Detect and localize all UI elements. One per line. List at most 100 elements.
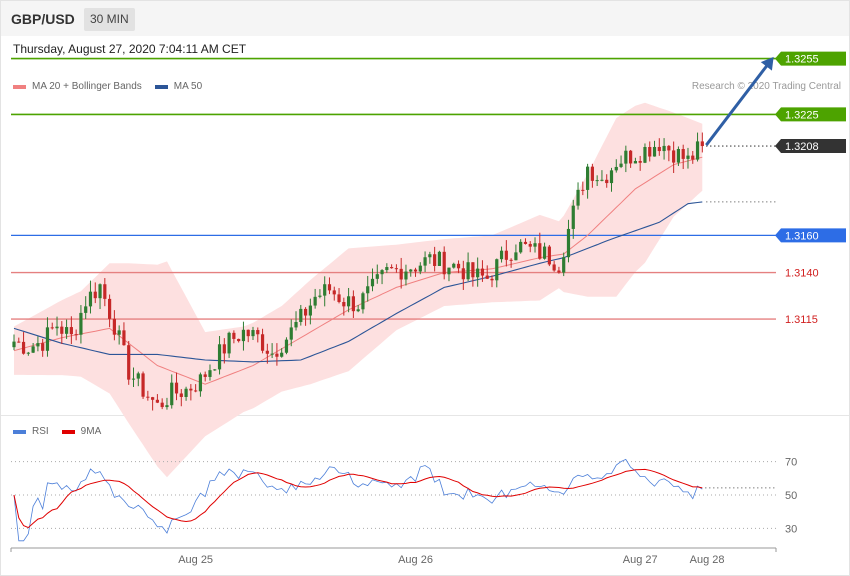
candle-body [480,268,485,276]
candle-body [428,254,432,258]
candle-body [466,262,470,280]
projection-arrow-shaft [705,60,772,146]
candle-body [131,378,136,380]
candle-body [576,189,580,206]
candle-body [179,393,183,397]
price-level-label-5: 1.3115 [785,314,818,326]
candle-body [50,327,54,329]
candle-body [461,268,465,280]
candle-body [174,382,179,394]
candle-body [280,352,284,357]
candle-body [476,268,480,278]
candle-body [413,269,418,272]
candle-body [265,350,269,354]
candle-body [208,370,212,377]
candle-body [327,284,332,291]
candle-body [294,321,298,328]
candle-body [600,179,604,181]
candle-body [17,341,21,343]
candle-body [509,259,513,261]
candle-body [418,265,422,272]
price-tag-label-3: 1.3160 [785,230,819,242]
candle-body [404,271,408,280]
candle-body [112,318,116,335]
candle-body [356,309,360,312]
rsi-legend: RSI 9MA [13,426,101,437]
price-legend: MA 20 + Bollinger Bands MA 50 [13,81,202,92]
candle-body [103,284,107,299]
candle-body [189,388,193,391]
candle-body [471,262,475,278]
candle-body [442,251,446,275]
candle-body [542,246,547,259]
rsi-line [13,458,703,542]
ma50-legend-swatch [154,84,168,89]
rsi-tick-label-0: 30 [785,523,797,535]
candle-body [399,268,403,280]
candle-body [275,353,279,357]
price-tag-label-2: 1.3208 [785,141,819,153]
candle-body [437,251,442,266]
candle-body [41,343,45,351]
candle-body [232,332,236,339]
candle-body [595,180,599,182]
candle-body [308,305,312,316]
candle-body [499,250,504,260]
candle-body [136,373,140,379]
candle-body [638,160,642,163]
candle-body [370,278,375,287]
candle-body [695,141,700,160]
candle-body [609,170,614,184]
candle-body [629,150,633,164]
candle-body [375,274,379,279]
candle-body [88,291,93,307]
price-level-label-4: 1.3140 [785,268,819,280]
candle-body [117,330,121,335]
candle-body [366,286,370,294]
candle-body [533,243,537,247]
candle-body [12,341,16,348]
candle-body [586,166,590,190]
candle-body [672,150,676,163]
time-axis-label-1: Aug 26 [398,554,433,566]
candle-body [452,263,456,268]
candle-body [160,402,164,408]
candle-body [69,327,73,335]
candle-body [165,405,169,408]
candle-body [538,243,542,259]
candle-body [657,146,661,152]
chart-header: GBP/USD 30 MIN [1,1,849,36]
bollinger-band [14,102,703,478]
rsi9ma-legend-label: 9MA [80,426,102,437]
timeframe-button[interactable]: 30 MIN [84,8,135,31]
candle-body [648,146,652,157]
ma20-legend-swatch [13,84,26,89]
candle-body [456,263,461,269]
candle-body [256,330,260,335]
candle-body [251,330,255,337]
candle-body [581,189,585,191]
candle-body [347,296,351,307]
time-axis-label-3: Aug 28 [690,554,725,566]
candle-body [64,327,69,334]
candle-body [127,345,131,380]
candle-body [700,141,704,147]
candle-body [394,268,398,270]
candle-body [433,254,437,266]
candle-body [332,290,336,295]
candle-body [590,166,594,181]
candle-body [514,252,518,261]
projection-arrow-head [760,56,774,71]
candle-body [93,291,97,299]
candle-body [198,374,203,392]
candle-body [691,155,695,160]
candle-body [194,390,198,392]
credit-text: Research © 2020 Trading Central [691,81,841,92]
candle-body [351,296,355,312]
rsi-tick-label-2: 70 [785,457,797,469]
candle-body [380,270,384,275]
candle-body [289,327,293,340]
candle-body [155,399,159,403]
candle-body [547,246,551,265]
